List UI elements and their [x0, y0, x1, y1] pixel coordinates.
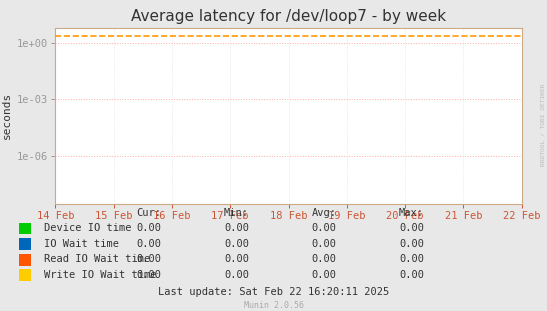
Text: 0.00: 0.00: [136, 254, 161, 264]
Text: IO Wait time: IO Wait time: [44, 239, 119, 249]
Text: Device IO time: Device IO time: [44, 223, 131, 233]
Text: Cur:: Cur:: [136, 208, 161, 218]
Text: RRDTOOL / TOBI OETIKER: RRDTOOL / TOBI OETIKER: [540, 83, 545, 166]
Text: 0.00: 0.00: [224, 254, 249, 264]
Text: 0.00: 0.00: [311, 270, 336, 280]
Text: 0.00: 0.00: [399, 223, 424, 233]
Text: 0.00: 0.00: [311, 223, 336, 233]
Y-axis label: seconds: seconds: [2, 92, 13, 139]
Text: Write IO Wait time: Write IO Wait time: [44, 270, 156, 280]
Text: 0.00: 0.00: [224, 239, 249, 249]
Text: 0.00: 0.00: [399, 254, 424, 264]
Text: Last update: Sat Feb 22 16:20:11 2025: Last update: Sat Feb 22 16:20:11 2025: [158, 287, 389, 297]
Text: 0.00: 0.00: [136, 223, 161, 233]
Text: 0.00: 0.00: [224, 223, 249, 233]
Text: 0.00: 0.00: [399, 270, 424, 280]
Text: Min:: Min:: [224, 208, 249, 218]
Text: 0.00: 0.00: [311, 239, 336, 249]
Text: Read IO Wait time: Read IO Wait time: [44, 254, 150, 264]
Text: Avg:: Avg:: [311, 208, 336, 218]
Text: Max:: Max:: [399, 208, 424, 218]
Text: 0.00: 0.00: [311, 254, 336, 264]
Title: Average latency for /dev/loop7 - by week: Average latency for /dev/loop7 - by week: [131, 9, 446, 24]
Text: 0.00: 0.00: [399, 239, 424, 249]
Text: 0.00: 0.00: [224, 270, 249, 280]
Text: 0.00: 0.00: [136, 239, 161, 249]
Text: Munin 2.0.56: Munin 2.0.56: [243, 301, 304, 310]
Text: 0.00: 0.00: [136, 270, 161, 280]
